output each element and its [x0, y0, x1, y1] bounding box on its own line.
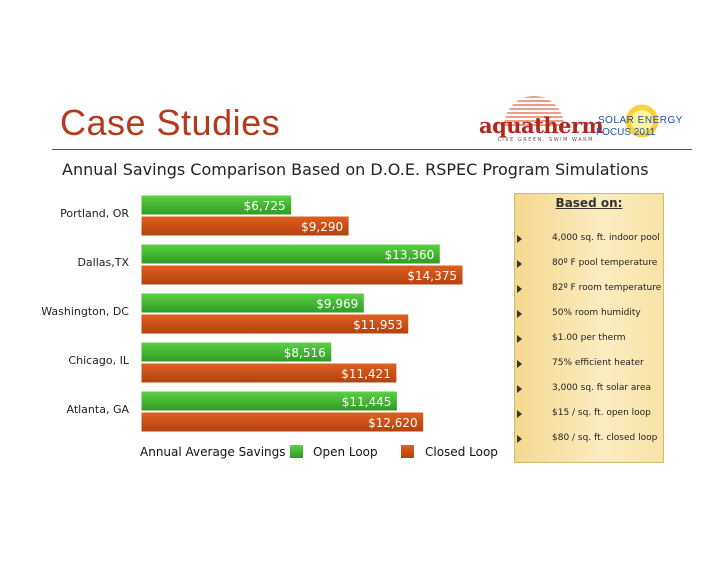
data-label-open-loop-atlanta-ga: $11,445: [342, 395, 392, 409]
data-label-open-loop-washington-dc: $9,969: [316, 297, 358, 311]
data-label-closed-loop-washington-dc: $11,953: [353, 318, 403, 332]
bar-open-loop-atlanta-ga: [140, 390, 398, 412]
assumptions-panel: Based on: 4,000 sq. ft. indoor pool 80º …: [514, 193, 664, 463]
bullet-arrow-icon: [517, 310, 522, 318]
slide-title: Case Studies: [60, 102, 281, 143]
bullet-arrow-icon: [517, 235, 522, 243]
assumption-item: 50% room humidity: [515, 307, 663, 323]
bar-open-loop-dallas-tx: [140, 243, 441, 265]
solar-energy-focus-logo: SOLAR ENERGY FOCUS 2011: [596, 102, 692, 146]
data-label-closed-loop-dallas-tx: $14,375: [407, 269, 457, 283]
title-divider: [52, 149, 692, 150]
category-label-atlanta-ga: Atlanta, GA: [66, 403, 129, 416]
bar-open-loop-chicago-il: [140, 341, 333, 363]
assumption-item: $1.00 per therm: [515, 332, 663, 348]
category-label-washington-dc: Washington, DC: [41, 305, 129, 318]
solar-logo-line2: FOCUS 2011: [596, 127, 656, 138]
bullet-arrow-icon: [517, 385, 522, 393]
x-axis-label: Annual Average Savings: [140, 445, 286, 459]
assumption-item: $80 / sq. ft. closed loop: [515, 432, 663, 448]
data-label-open-loop-chicago-il: $8,516: [284, 346, 326, 360]
bullet-arrow-icon: [517, 335, 522, 343]
bar-closed-loop-chicago-il: [140, 362, 398, 384]
sun-icon: [623, 102, 661, 140]
aquatherm-wordmark: aquatherm: [479, 113, 604, 138]
bullet-arrow-icon: [517, 435, 522, 443]
aquatherm-tagline: LIVE GREEN. SWIM WARM.: [498, 137, 597, 143]
bar-closed-loop-washington-dc: [140, 313, 410, 335]
data-label-closed-loop-chicago-il: $11,421: [341, 367, 391, 381]
assumption-item: $15 / sq. ft. open loop: [515, 407, 663, 423]
bullet-arrow-icon: [517, 260, 522, 268]
category-label-portland-or: Portland, OR: [60, 207, 129, 220]
chart-legend: Annual Average Savings Open Loop Closed …: [140, 445, 498, 459]
data-label-closed-loop-atlanta-ga: $12,620: [368, 416, 418, 430]
assumption-item: 4,000 sq. ft. indoor pool: [515, 232, 663, 248]
data-label-open-loop-portland-or: $6,725: [244, 199, 286, 213]
chart-category-labels: Portland, OR Dallas,TX Washington, DC Chica…: [41, 207, 130, 416]
legend-label-open-loop: Open Loop: [313, 445, 378, 459]
assumptions-title: Based on:: [555, 196, 623, 210]
bar-closed-loop-dallas-tx: [140, 264, 464, 286]
bullet-arrow-icon: [517, 285, 522, 293]
bar-open-loop-portland-or: [140, 194, 293, 216]
assumption-item: 80º F pool temperature: [515, 257, 663, 273]
assumption-item: 82º F room temperature: [515, 282, 663, 298]
slide-subtitle: Annual Savings Comparison Based on D.O.E…: [62, 160, 649, 179]
bar-closed-loop-portland-or: [140, 215, 350, 237]
bar-closed-loop-atlanta-ga: [140, 411, 425, 433]
chart-plot-area: $6,725 $9,290 $13,360 $14,375 $9,969 $11,953 $…: [140, 194, 464, 433]
bar-open-loop-washington-dc: [140, 292, 365, 314]
data-label-closed-loop-portland-or: $9,290: [301, 220, 343, 234]
category-label-chicago-il: Chicago, IL: [68, 354, 129, 367]
solar-logo-line1: SOLAR ENERGY: [598, 115, 683, 126]
data-label-open-loop-dallas-tx: $13,360: [385, 248, 435, 262]
legend-swatch-closed-loop: [401, 445, 414, 458]
aquatherm-logo: aquatherm LIVE GREEN. SWIM WARM.: [476, 96, 604, 146]
assumption-item: 75% efficient heater: [515, 357, 663, 373]
assumption-item: 3,000 sq. ft solar area: [515, 382, 663, 398]
legend-label-closed-loop: Closed Loop: [425, 445, 498, 459]
bullet-arrow-icon: [517, 410, 522, 418]
category-label-dallas-tx: Dallas,TX: [77, 256, 129, 269]
legend-swatch-open-loop: [290, 445, 303, 458]
bullet-arrow-icon: [517, 360, 522, 368]
